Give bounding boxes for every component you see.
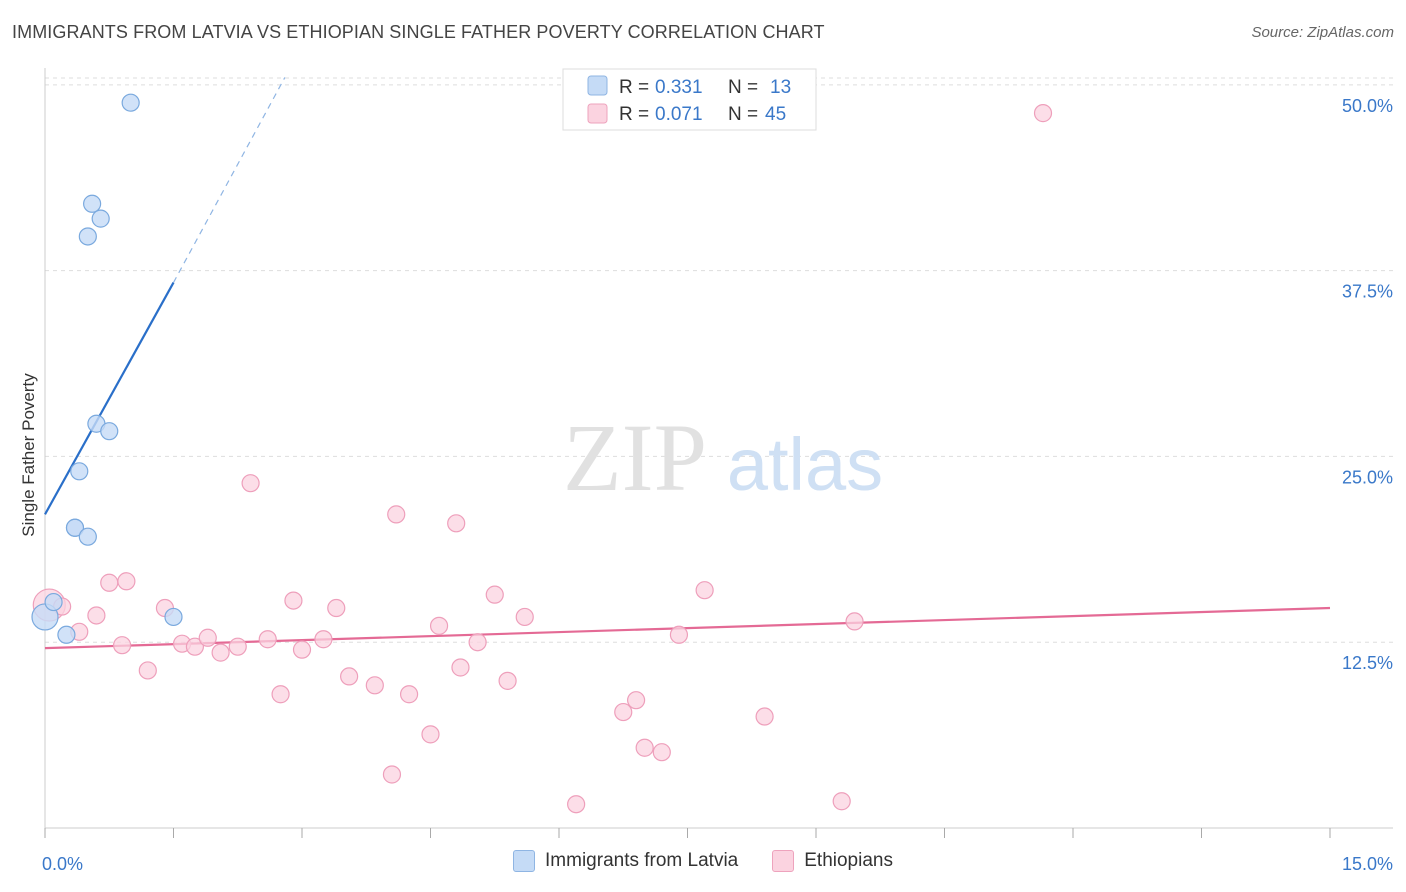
- point-ethiopians: [695, 581, 714, 600]
- legend-label-latvia: Immigrants from Latvia: [545, 850, 739, 871]
- point-ethiopians: [421, 725, 440, 744]
- point-ethiopians: [228, 637, 247, 656]
- watermark-atlas: atlas: [727, 423, 883, 506]
- legend-r-label: R =: [619, 104, 649, 125]
- point-latvia: [44, 592, 63, 612]
- point-ethiopians: [211, 643, 230, 662]
- point-ethiopians: [399, 685, 419, 704]
- point-ethiopians: [382, 765, 402, 784]
- ethiopians-swatch: [772, 850, 795, 872]
- point-latvia: [100, 422, 119, 441]
- point-ethiopians: [755, 707, 774, 726]
- point-ethiopians: [292, 640, 312, 659]
- point-ethiopians: [365, 676, 384, 695]
- point-latvia: [121, 93, 140, 112]
- point-ethiopians: [185, 637, 205, 656]
- point-latvia: [78, 527, 97, 546]
- trend-lines: [44, 77, 1331, 650]
- legend-label-ethiopians: Ethiopians: [804, 850, 893, 871]
- point-ethiopians: [100, 573, 119, 592]
- point-ethiopians: [567, 795, 586, 814]
- point-ethiopians: [387, 505, 406, 524]
- point-latvia: [70, 462, 89, 481]
- legend-n-label: N =: [728, 104, 758, 125]
- point-ethiopians: [327, 598, 346, 618]
- y-tick-label: 37.5%: [1342, 282, 1393, 302]
- point-latvia: [164, 607, 183, 627]
- y-tick-label: 50.0%: [1342, 96, 1393, 116]
- point-latvia: [83, 194, 102, 213]
- x-tick-label: 0.0%: [42, 854, 83, 874]
- legend-r-label: R =: [619, 77, 649, 98]
- grid-lines: [45, 77, 1393, 643]
- y-tick-label: 25.0%: [1342, 467, 1393, 487]
- point-ethiopians: [626, 691, 646, 710]
- point-ethiopians: [515, 607, 534, 627]
- legend-item-ethiopians: Ethiopians: [772, 850, 893, 872]
- point-ethiopians: [447, 514, 466, 533]
- watermark-zip: ZIP: [563, 404, 707, 511]
- point-ethiopians: [138, 661, 157, 680]
- point-latvia: [57, 625, 76, 644]
- legend-pink-swatch: [587, 103, 608, 124]
- point-latvia: [65, 518, 85, 537]
- x-tick-label: 15.0%: [1342, 854, 1393, 874]
- y-tick-labels: 12.5% 25.0% 37.5% 50.0%: [1342, 96, 1393, 673]
- point-ethiopians: [652, 743, 671, 762]
- point-ethiopians: [832, 792, 851, 811]
- latvia-swatch: [513, 850, 536, 872]
- point-ethiopians: [340, 667, 359, 686]
- point-ethiopians: [614, 702, 633, 722]
- point-latvia: [78, 227, 97, 246]
- trend-line-latvia: [44, 282, 175, 515]
- point-ethiopians: [429, 616, 449, 635]
- x-tick-labels: 0.0% 15.0%: [42, 854, 1393, 874]
- point-ethiopians: [1033, 104, 1053, 123]
- point-ethiopians: [845, 612, 864, 631]
- point-ethiopians: [485, 585, 504, 604]
- point-ethiopians: [468, 633, 487, 652]
- point-ethiopians: [451, 658, 470, 677]
- stats-legend: R = 0.331 N = 13 R = 0.071 N = 45: [562, 68, 817, 131]
- data-points: [31, 93, 1053, 814]
- point-ethiopians: [284, 591, 303, 610]
- legend-item-latvia: Immigrants from Latvia: [513, 850, 738, 872]
- point-ethiopians: [314, 630, 333, 649]
- legend-n-value: 13: [770, 77, 791, 98]
- point-ethiopians: [87, 606, 106, 625]
- y-axis-label: Single Father Poverty: [19, 373, 38, 537]
- trend-line-latvia-extension: [172, 77, 286, 283]
- legend-r-value: 0.071: [655, 104, 703, 125]
- legend-n-value: 45: [765, 104, 786, 125]
- legend-n-label: N =: [728, 77, 758, 98]
- point-ethiopians: [112, 636, 132, 655]
- watermark: ZIP atlas: [563, 404, 883, 511]
- axes: [44, 68, 1393, 838]
- point-ethiopians: [635, 738, 654, 757]
- point-ethiopians: [271, 685, 290, 704]
- chart-title: IMMIGRANTS FROM LATVIA VS ETHIOPIAN SING…: [12, 22, 825, 42]
- legend-r-value: 0.331: [655, 77, 703, 98]
- y-tick-label: 12.5%: [1342, 653, 1393, 673]
- point-ethiopians: [117, 572, 136, 591]
- point-ethiopians: [669, 625, 689, 644]
- series-legend: Immigrants from Latvia Ethiopians: [0, 850, 1406, 872]
- source-label: Source: ZipAtlas.com: [1251, 24, 1394, 41]
- legend-blue-swatch: [587, 75, 608, 96]
- point-ethiopians: [241, 474, 260, 493]
- point-ethiopians: [198, 628, 217, 647]
- point-ethiopians: [498, 671, 517, 690]
- point-latvia: [91, 209, 110, 228]
- point-ethiopians: [258, 630, 277, 649]
